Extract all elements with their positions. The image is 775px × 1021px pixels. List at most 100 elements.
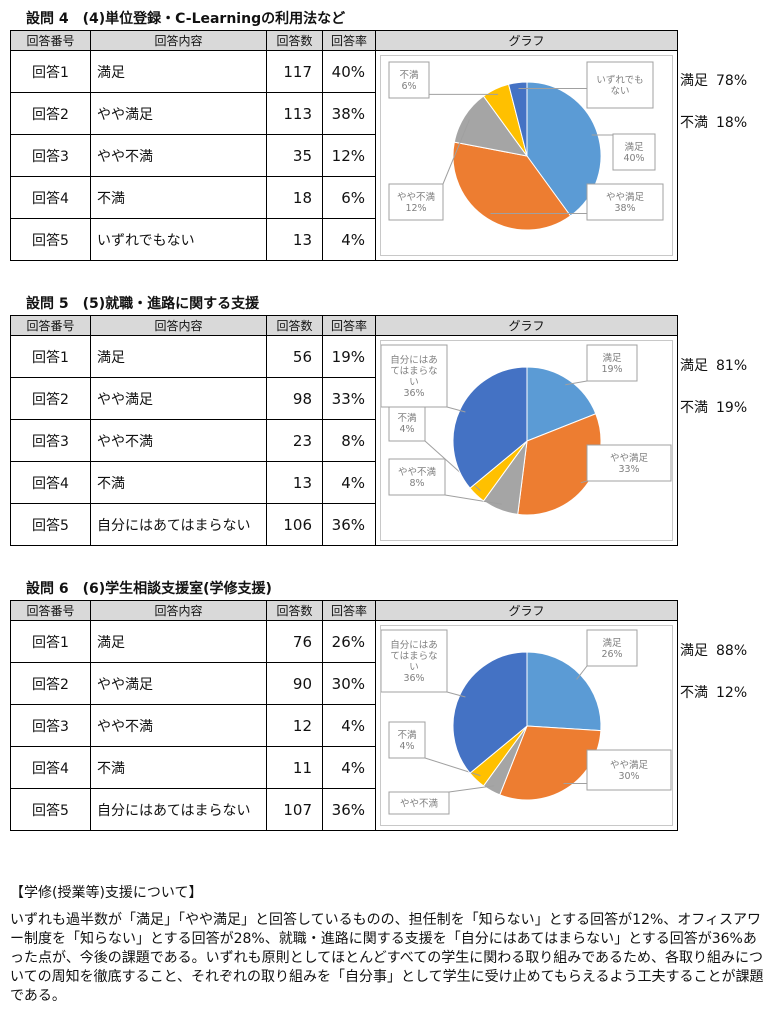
answer-rate: 8% (322, 419, 376, 462)
summary-label: 満足 (680, 643, 708, 659)
answer-count: 98 (266, 377, 323, 420)
summary-label: 満足 (680, 73, 708, 89)
column-header-count: 回答数 (266, 600, 323, 621)
data-label: 不満4% (397, 413, 417, 435)
data-label-box (381, 344, 448, 408)
answer-count: 11 (266, 746, 323, 789)
answer-id: 回答4 (10, 746, 91, 789)
data-label-text: 26% (601, 649, 622, 660)
table-row: 回答3 やや不満 23 8% (10, 419, 678, 462)
data-label-box (388, 791, 450, 815)
summary-label: 不満 (680, 115, 708, 131)
data-label-text: 36% (403, 673, 424, 684)
graph-cell: 満足 19% やや満足 33% やや不満 8% 不満 4% 自分にはあ てはまらない 36% (375, 335, 678, 546)
answer-count: 13 (266, 461, 323, 504)
data-label-box (586, 61, 654, 109)
summary-label: 不満 (680, 400, 708, 416)
answer-id: 回答2 (10, 92, 91, 135)
table-row: 回答5 自分にはあてはまらない 107 36% (10, 788, 678, 831)
data-label-text: 33% (618, 464, 639, 475)
table-header-row: 回答番号 回答内容 回答数 回答率 グラフ (10, 30, 678, 51)
answer-id: 回答4 (10, 176, 91, 219)
answer-id: 回答2 (10, 377, 91, 420)
summary-value: 81% (716, 358, 748, 374)
summary-unsatisfied: 不満 18% (680, 112, 747, 132)
table-row: 回答4 不満 13 4% (10, 461, 678, 504)
data-label-text: てはまらな (390, 651, 437, 662)
data-label-text: 満足 (624, 142, 644, 153)
note-heading: 【学修(授業等)支援について】 (10, 885, 203, 901)
table-row: 回答1 満足 117 40% 満足 40% やや満足 38% やや不満 12% 不満 6% いず… (10, 50, 678, 261)
data-label-text: い (409, 662, 419, 673)
survey-table: 回答番号 回答内容 回答数 回答率 グラフ 回答1 満足 56 19% 満足 19… (10, 315, 678, 546)
leader-line (565, 380, 588, 386)
data-label: やや不満 (400, 799, 439, 810)
column-header-graph: グラフ (375, 600, 678, 621)
answer-id: 回答5 (10, 218, 91, 261)
column-header-id: 回答番号 (10, 315, 91, 336)
data-label-text: 不満 (397, 730, 417, 741)
slice-yaya-manzoku (499, 725, 602, 801)
answer-count: 18 (266, 176, 323, 219)
data-label-text: やや不満 (400, 799, 439, 810)
answer-content: やや満足 (90, 92, 267, 135)
summary-satisfied: 満足 88% (680, 640, 747, 660)
column-header-graph: グラフ (375, 315, 678, 336)
data-label-text: 6% (401, 81, 416, 92)
leader-line (448, 785, 495, 793)
data-label-text: 自分にはあ (390, 639, 438, 651)
data-label-box (612, 133, 656, 171)
column-header-id: 回答番号 (10, 600, 91, 621)
answer-rate: 30% (322, 662, 376, 705)
data-label-box (586, 444, 672, 482)
answer-count: 12 (266, 704, 323, 747)
summary-value: 19% (716, 400, 748, 416)
answer-rate: 4% (322, 218, 376, 261)
data-label-text: やや不満 (398, 467, 437, 478)
column-header-rate: 回答率 (322, 600, 376, 621)
answer-content: 自分にはあてはまらない (90, 503, 267, 546)
answer-content: 不満 (90, 176, 267, 219)
data-label-text: やや満足 (610, 760, 649, 771)
data-label-text: 12% (405, 203, 426, 214)
data-label-text: 8% (409, 478, 424, 489)
answer-count: 23 (266, 419, 323, 462)
data-label-box (586, 749, 672, 791)
data-label-text: 19% (601, 364, 622, 375)
answer-id: 回答2 (10, 662, 91, 705)
table-header-row: 回答番号 回答内容 回答数 回答率 グラフ (10, 315, 678, 336)
column-header-rate: 回答率 (322, 30, 376, 51)
data-label-text: やや不満 (397, 192, 436, 203)
data-label-box (388, 458, 446, 496)
data-label-text: 不満 (399, 70, 419, 81)
pie-chart-frame: 満足 26% やや満足 30% やや不満 不満 4% 自分にはあ てはまらない 36% (380, 625, 673, 826)
data-label: 不満4% (397, 730, 417, 752)
note-body: いずれも過半数が「満足」「やや満足」と回答しているものの、担任制を「知らない」と… (10, 912, 764, 1004)
answer-count: 113 (266, 92, 323, 135)
slice-yaya-manzoku (517, 413, 602, 516)
data-label-box (388, 404, 426, 442)
data-label-text: 満足 (602, 353, 622, 364)
summary-unsatisfied: 不満 19% (680, 397, 747, 417)
slice-other (452, 651, 528, 774)
data-label-box (388, 61, 430, 99)
data-label-box (586, 344, 638, 382)
data-label-text: 4% (399, 741, 414, 752)
table-row: 回答4 不満 18 6% (10, 176, 678, 219)
question-title: 設問 5 (5)就職・進路に関する支援 (26, 293, 259, 313)
answer-content: 不満 (90, 746, 267, 789)
answer-id: 回答3 (10, 419, 91, 462)
answer-rate: 36% (322, 788, 376, 831)
survey-table: 回答番号 回答内容 回答数 回答率 グラフ 回答1 満足 117 40% 満足 4… (10, 30, 678, 261)
table-row: 回答2 やや満足 98 33% (10, 377, 678, 420)
answer-count: 35 (266, 134, 323, 177)
table-row: 回答1 満足 76 26% 満足 26% やや満足 30% やや不満 不満 4% 自分にはあて… (10, 620, 678, 831)
summary-label: 満足 (680, 358, 708, 374)
answer-id: 回答5 (10, 503, 91, 546)
